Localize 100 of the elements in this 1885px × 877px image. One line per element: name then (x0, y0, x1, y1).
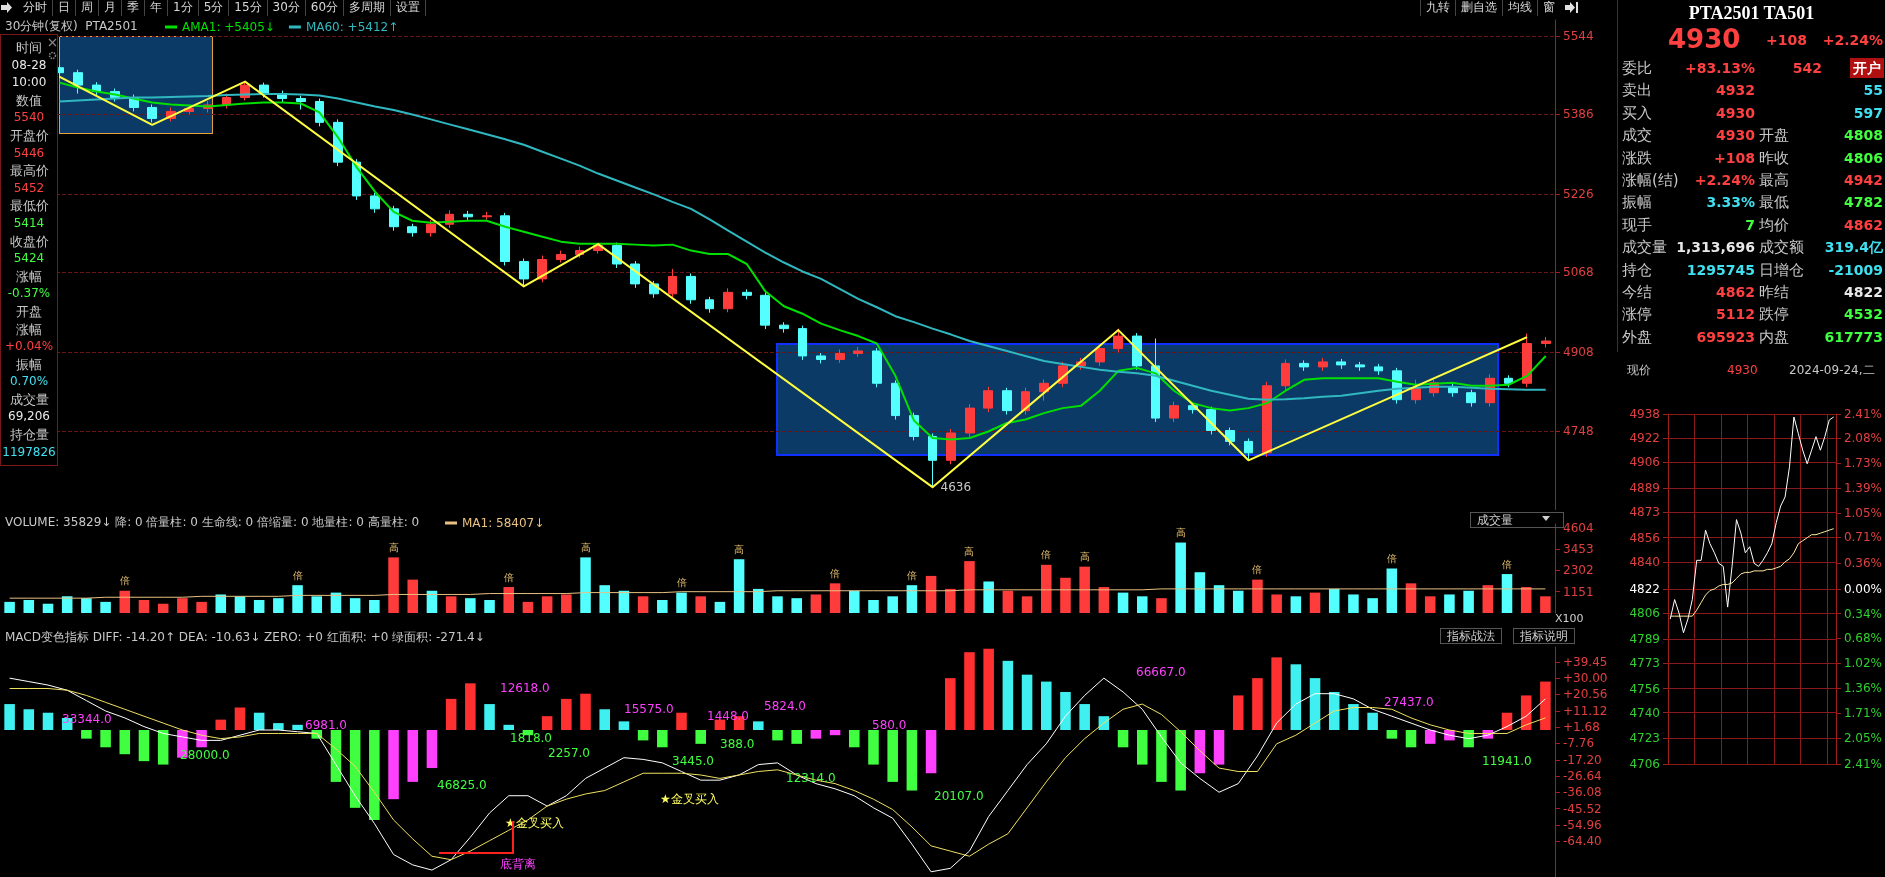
bar (657, 730, 668, 748)
data-label: 倍 (830, 567, 841, 579)
text: 成交额 (1759, 237, 1804, 258)
y-tick-label: 1151 (1563, 584, 1594, 599)
bar (1232, 590, 1244, 613)
y2-tick-label: 2.41% (1843, 407, 1882, 421)
text: 昨结 (1759, 282, 1789, 302)
text: 均线 (1502, 0, 1537, 16)
text: 九转 (1420, 0, 1455, 16)
text: 最高 (1759, 170, 1789, 190)
bar (1290, 596, 1302, 613)
bar (196, 601, 207, 613)
bar (177, 598, 188, 613)
text: 最低 (1759, 192, 1789, 213)
bar (945, 678, 956, 731)
annotation: 1818.0 (510, 731, 552, 745)
bar (868, 730, 879, 765)
bar (829, 583, 841, 613)
bar (215, 594, 227, 613)
bar (1424, 596, 1436, 613)
bar (253, 712, 265, 731)
bar (849, 590, 860, 613)
candlestick (296, 95, 306, 110)
bar (1060, 577, 1071, 613)
candlestick (1336, 358, 1346, 370)
candlestick (73, 69, 83, 95)
annotation: 11941.0 (1482, 754, 1532, 768)
y-tick-label: +1.68 (1563, 720, 1600, 735)
bar (1040, 564, 1052, 613)
y2-tick-label: 1.05% (1843, 505, 1882, 520)
bar (733, 559, 745, 613)
y-tick-label: 4856 (1629, 530, 1660, 545)
text: 最低价 (8, 197, 50, 215)
data-label: 倍 (906, 569, 917, 581)
candlestick (1299, 359, 1309, 372)
y-tick-label: -54.96 (1563, 818, 1602, 833)
text: 4808 (1844, 126, 1883, 146)
annotation: 580.0 (872, 718, 907, 732)
bar (157, 603, 169, 613)
bar (234, 707, 246, 731)
text: 内盘 (1759, 326, 1789, 347)
y-tick-label: 5068 (1563, 265, 1594, 280)
legend-label: MA60: +5412↑ (305, 20, 399, 34)
y-axis-title: X100 (1555, 612, 1584, 625)
candlestick (1522, 333, 1532, 388)
data-label: 倍 (1386, 553, 1397, 564)
text: 季 (122, 0, 145, 16)
bar (1117, 592, 1129, 613)
text: 5424 (12, 250, 46, 268)
text: 5112 (1716, 305, 1755, 325)
candlestick (1541, 336, 1551, 348)
y-tick-label: +20.56 (1563, 687, 1608, 702)
y2-tick-label: 0.36% (1843, 555, 1882, 570)
y-tick-label: 4889 (1629, 480, 1660, 495)
text: 4942 (1844, 171, 1883, 190)
annotation: -0.37% (6, 285, 52, 303)
bar (1271, 657, 1282, 731)
data-label: 高 (580, 541, 591, 553)
bar (42, 712, 54, 731)
annotation: 388.0 (720, 737, 755, 751)
bar (23, 709, 35, 731)
y2-tick-label: 0.34% (1843, 606, 1882, 621)
bar (618, 721, 630, 731)
y-tick-label: +39.45 (1563, 654, 1608, 669)
y-tick-label: 4906 (1629, 455, 1660, 470)
bar (1271, 594, 1282, 613)
y-tick-label: 3453 (1563, 541, 1594, 556)
y-tick-label: 5544 (1563, 28, 1594, 43)
candlestick (1466, 389, 1476, 408)
bar (945, 588, 956, 613)
text: 删自选 (1455, 0, 1502, 16)
text: 外盘 (1622, 326, 1652, 347)
text: 3.33% (1706, 193, 1755, 213)
bar (369, 600, 380, 613)
y-tick-label: +30.00 (1563, 671, 1608, 686)
candlestick (1374, 363, 1383, 376)
text: 30分 (267, 0, 306, 16)
candlestick (370, 192, 380, 214)
text: 5452 (12, 179, 46, 197)
bar (1252, 678, 1263, 731)
bar (292, 724, 303, 731)
data-label: 倍 (503, 571, 514, 583)
y-tick-label: -64.40 (1563, 834, 1602, 849)
data-label: 倍 (1252, 564, 1263, 576)
text: 5540 (12, 109, 46, 127)
text: 开盘 (1759, 125, 1789, 146)
y-tick-label: 2302 (1563, 563, 1594, 578)
candlestick (556, 250, 566, 264)
bar (522, 601, 534, 613)
y2-tick-label: 1.71% (1843, 706, 1882, 721)
candlestick (983, 386, 993, 413)
bar (676, 592, 687, 613)
chart-title: 30分钟(复权) PTA2501 (5, 19, 138, 33)
candlestick (723, 287, 733, 313)
bar (772, 596, 783, 613)
bar (983, 648, 994, 731)
y-tick-label: 5386 (1563, 107, 1594, 122)
bar (637, 596, 649, 613)
bar (1290, 664, 1302, 731)
bar (714, 719, 726, 731)
